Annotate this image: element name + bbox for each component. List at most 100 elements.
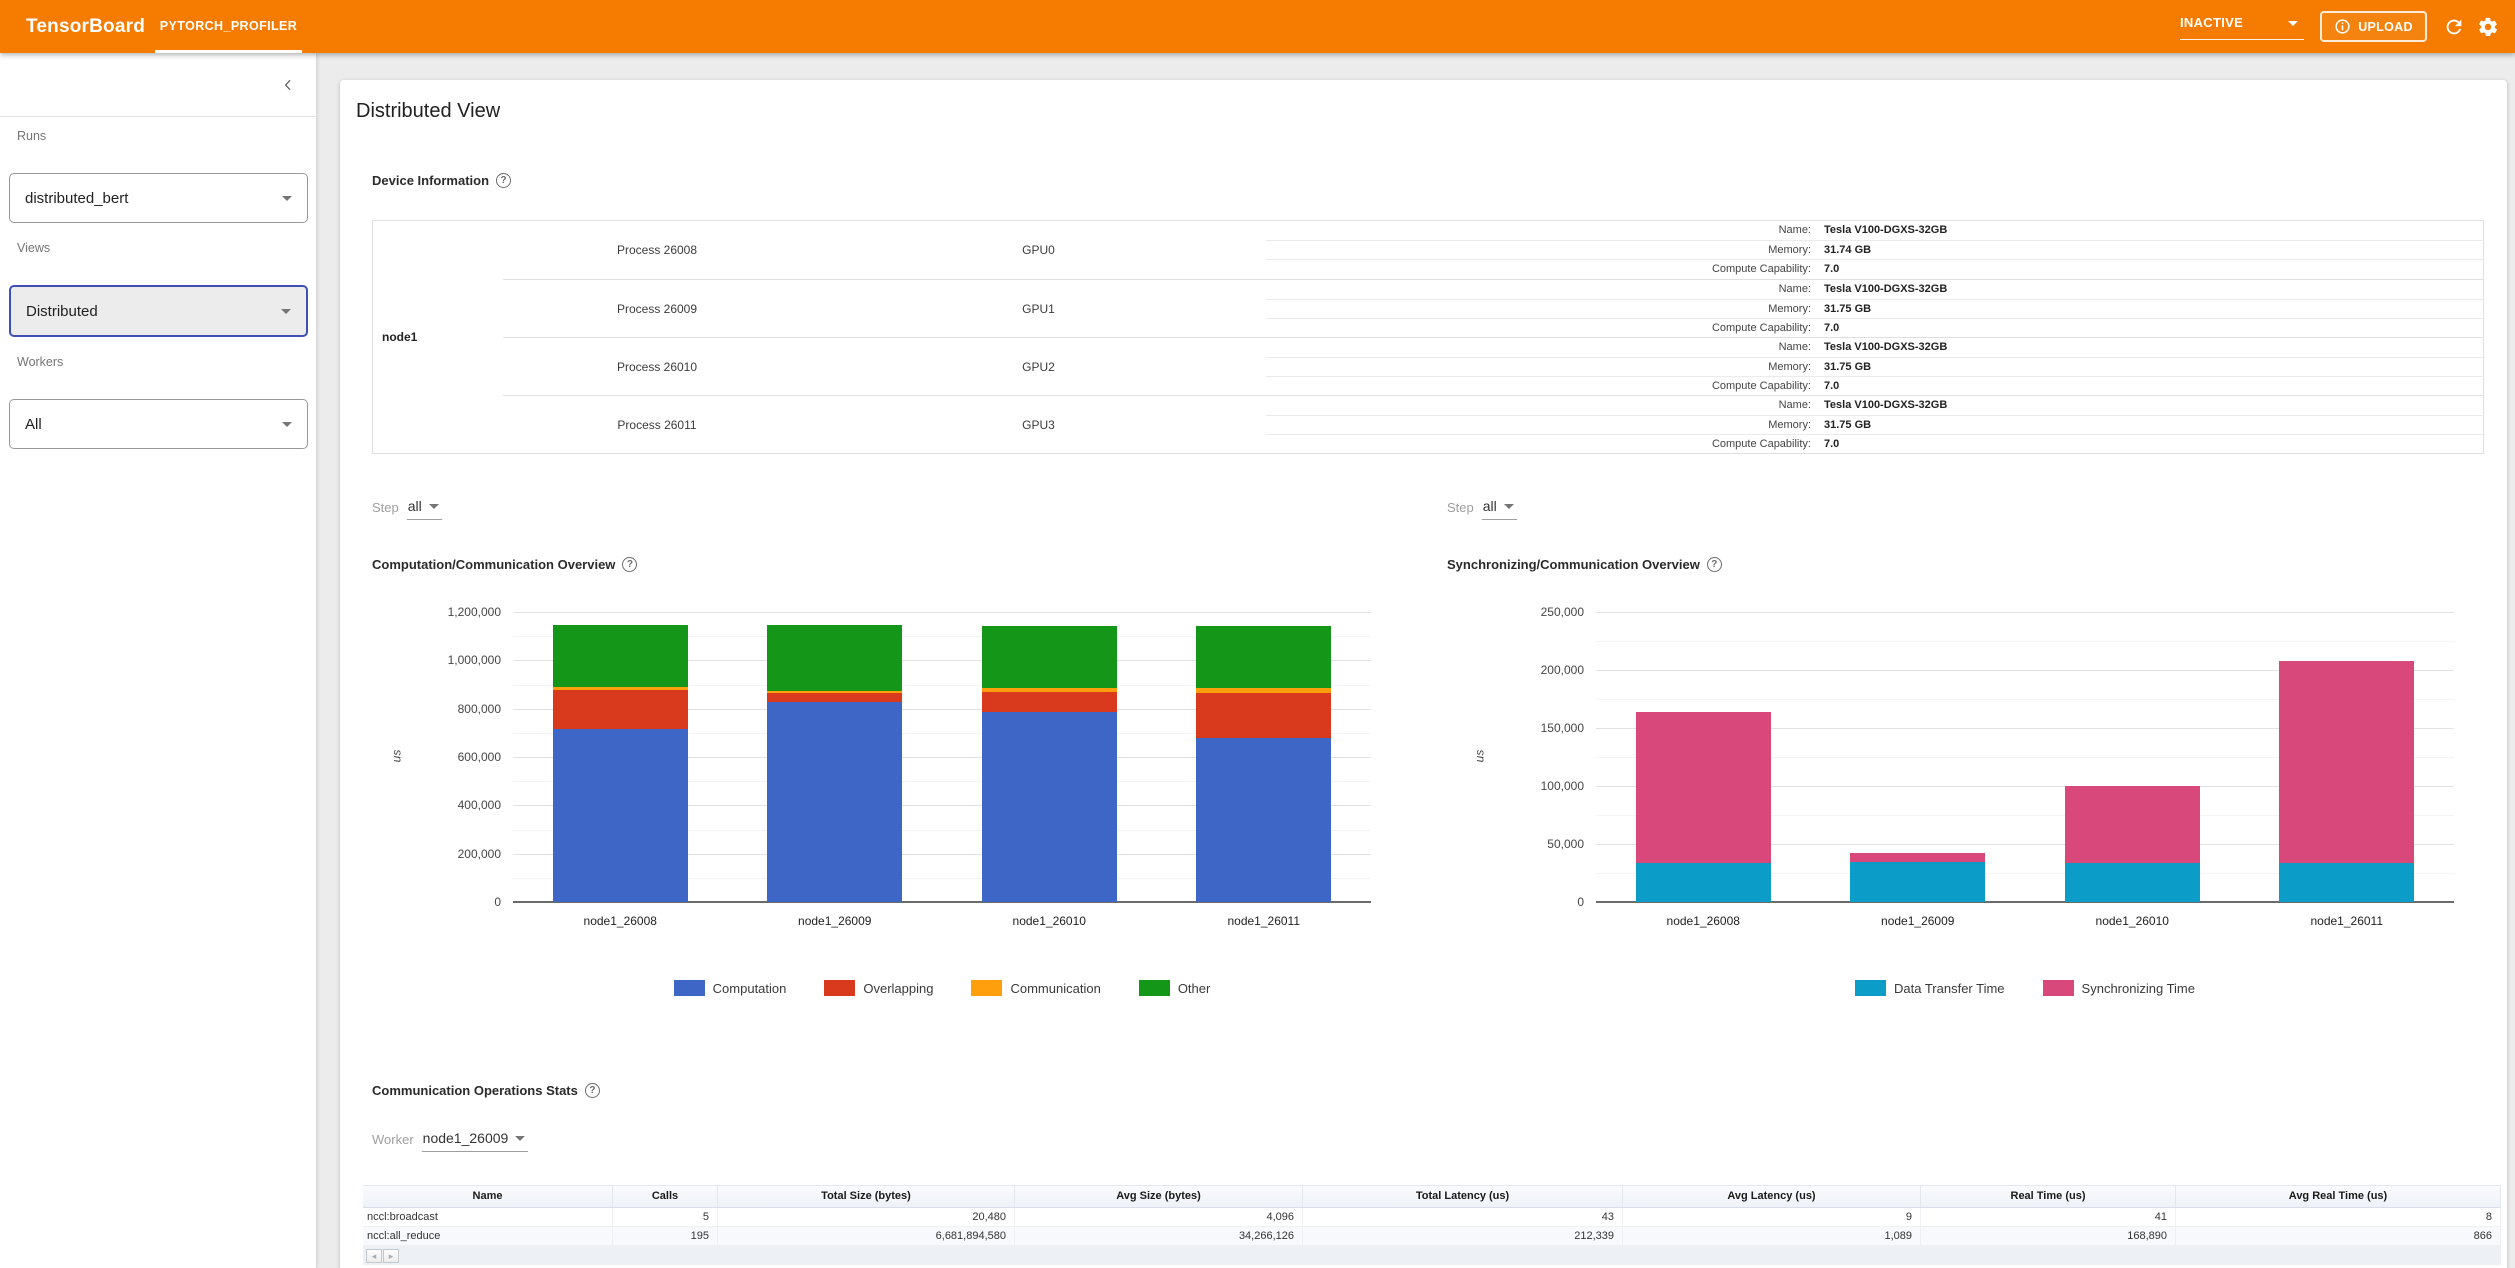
bar-segment-synchronizing-time (1850, 853, 1986, 863)
gridline (513, 877, 1371, 879)
worker-dropdown[interactable]: node1_26009 (421, 1130, 529, 1152)
reload-button[interactable] (2443, 16, 2465, 38)
workers-select-value: All (25, 415, 42, 433)
runs-select[interactable]: distributed_bert (9, 173, 308, 223)
table-row: nccl:broadcast 5 20,480 4,096 43 9 41 8 (363, 1208, 2501, 1227)
gridline (1596, 873, 2454, 874)
process-cell: Process 26009 (616, 301, 698, 316)
comm-table-header-row: Name Calls Total Size (bytes) Avg Size (byt… (363, 1186, 2501, 1208)
legend-item-data-transfer-time: Data Transfer Time (1855, 980, 2005, 996)
gpu-cell: GPU1 (1022, 301, 1055, 316)
gpu-name-key: Name: (1778, 399, 1811, 411)
step-dropdown-value: all (407, 498, 422, 514)
gpu-memory-key: Memory: (1768, 361, 1811, 373)
step-dropdown[interactable]: all (406, 498, 442, 520)
step-selector-right: Step all (1447, 498, 1517, 520)
legend-label: Synchronizing Time (2081, 980, 2195, 996)
stacked-bar-node1_26009 (1850, 853, 1986, 902)
device-info-table: node1 Process 26008 GPU0 Name: Tesla V100… (372, 220, 2484, 454)
gpu-name-value: Tesla V100-DGXS-32GB (1824, 224, 1948, 236)
main-content: Distributed View Device Information ? no… (317, 53, 2515, 1268)
help-icon[interactable]: ? (622, 557, 638, 572)
legend-label: Computation (712, 980, 787, 996)
y-axis-tick-label: 800,000 (457, 701, 501, 716)
chart-legend: Data Transfer Time Synchronizing Time (1596, 980, 2454, 996)
step-label: Step (1447, 500, 1474, 515)
gpu-details: Name: Tesla V100-DGXS-32GB Memory: 31.75 G… (1266, 280, 2483, 337)
column-header: Avg Real Time (us) (2176, 1186, 2501, 1207)
y-axis-tick-label: 400,000 (457, 798, 501, 813)
step-dropdown[interactable]: all (1481, 498, 1517, 520)
upload-button[interactable]: UPLOAD (2320, 11, 2427, 42)
table-cell: 9 (1623, 1208, 1921, 1227)
bar-segment-synchronizing-time (2064, 786, 2200, 863)
legend-item-overlapping: Overlapping (824, 980, 933, 996)
gridline (513, 660, 1371, 662)
gpu-details: Name: Tesla V100-DGXS-32GB Memory: 31.74 G… (1266, 221, 2483, 279)
gridline (1596, 670, 2454, 671)
chevron-left-icon (284, 79, 291, 91)
step-label: Step (372, 500, 399, 515)
step-selector-left: Step all (372, 498, 442, 520)
bar-segment-computation (552, 728, 688, 902)
device-info-groups: Process 26008 GPU0 Name: Tesla V100-DGXS-… (503, 221, 2483, 453)
gpu-cell: GPU2 (1022, 359, 1055, 374)
sidebar: Runs distributed_bert Views Distributed … (0, 53, 317, 1268)
status-dropdown[interactable]: INACTIVE (2180, 12, 2304, 40)
y-axis-tick-label: 200,000 (457, 846, 501, 861)
page-title: Distributed View (356, 100, 501, 122)
column-header: Real Time (us) (1921, 1186, 2176, 1207)
next-page-button[interactable]: ▸ (383, 1248, 399, 1263)
legend-label: Data Transfer Time (1894, 980, 2005, 996)
stacked-bar-node1_26008 (1635, 712, 1771, 902)
x-axis-category-label: node1_26010 (2095, 914, 2169, 928)
bar-segment-communication (981, 688, 1117, 692)
gpu-memory-key: Memory: (1768, 419, 1811, 431)
help-icon[interactable]: ? (1706, 557, 1722, 572)
prev-page-button[interactable]: ◂ (366, 1248, 382, 1263)
info-icon (2335, 19, 2350, 34)
device-information-heading: Device Information ? (372, 173, 512, 188)
stacked-bar-node1_26010 (2064, 786, 2200, 902)
table-cell: 4,096 (1015, 1208, 1303, 1227)
y-axis-tick-label: 600,000 (457, 750, 501, 764)
table-row: nccl:all_reduce 195 6,681,894,580 34,266,12… (363, 1227, 2501, 1246)
sidebar-collapse-row (0, 53, 316, 117)
legend-swatch (1855, 980, 1886, 996)
column-header: Avg Size (bytes) (1015, 1186, 1303, 1207)
workers-select[interactable]: All (9, 399, 308, 449)
table-cell: nccl:all_reduce (363, 1227, 613, 1246)
y-axis-tick-label: 250,000 (1540, 605, 1584, 619)
settings-button[interactable] (2477, 16, 2499, 38)
gridline (513, 805, 1371, 807)
gpu-memory-key: Memory: (1768, 303, 1811, 315)
gpu-memory-value: 31.75 GB (1824, 361, 1872, 373)
y-axis-tick-label: 1,000,000 (447, 653, 501, 668)
gpu-compute-key: Compute Capability: (1711, 263, 1811, 275)
gridline (513, 853, 1371, 855)
gpu-compute-value: 7.0 (1824, 380, 1840, 392)
legend-label: Communication (1010, 980, 1101, 996)
table-cell: 8 (2176, 1208, 2501, 1227)
bar-segment-computation (1196, 737, 1332, 902)
views-select-value: Distributed (26, 302, 98, 320)
table-cell: 41 (1921, 1208, 2176, 1227)
bar-segment-other (981, 626, 1117, 689)
gpu-compute-value: 7.0 (1824, 322, 1840, 334)
workers-label: Workers (17, 355, 64, 369)
worker-dropdown-value: node1_26009 (422, 1130, 509, 1146)
worker-selector: Worker node1_26009 (372, 1130, 529, 1152)
tab-pytorch-profiler[interactable]: PYTORCH_PROFILER (159, 19, 298, 33)
gridline (513, 708, 1371, 710)
bar-segment-communication (1196, 688, 1332, 693)
help-icon[interactable]: ? (584, 1083, 600, 1098)
help-icon[interactable]: ? (496, 173, 512, 188)
bar-segment-data-transfer-time (2064, 862, 2200, 902)
chevron-down-icon (281, 309, 291, 314)
collapse-sidebar-button[interactable] (280, 77, 296, 93)
runs-select-value: distributed_bert (25, 189, 129, 207)
table-cell: 5 (613, 1208, 718, 1227)
views-select[interactable]: Distributed (9, 285, 308, 337)
table-cell: nccl:broadcast (363, 1208, 613, 1227)
stacked-bar-node1_26011 (1196, 626, 1332, 902)
